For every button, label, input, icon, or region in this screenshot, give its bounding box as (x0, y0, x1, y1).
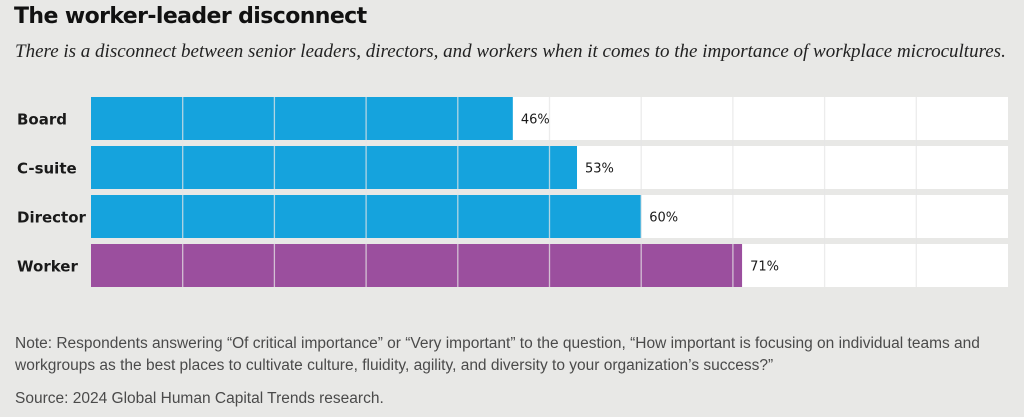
category-label-c-suite: C-suite (17, 160, 77, 178)
value-label-director: 60% (649, 211, 678, 226)
value-label-c-suite: 53% (585, 162, 614, 177)
chart-title: The worker-leader disconnect (14, 4, 367, 29)
value-label-worker: 71% (750, 260, 779, 275)
bar-board (91, 97, 513, 140)
bar-worker (91, 244, 743, 287)
footnote: Note: Respondents answering “Of critical… (15, 335, 980, 374)
category-label-board: Board (17, 111, 67, 129)
bar-c-suite (91, 146, 578, 189)
chart-subtitle: There is a disconnect between senior lea… (15, 41, 1006, 62)
value-label-board: 46% (521, 113, 550, 128)
category-label-director: Director (17, 209, 87, 227)
bar-chart: Board 46% C-suite 53% Director 60% Worker 71% (17, 97, 1008, 287)
category-label-worker: Worker (17, 258, 78, 276)
source-note: Source: 2024 Global Human Capital Trends… (15, 390, 384, 407)
